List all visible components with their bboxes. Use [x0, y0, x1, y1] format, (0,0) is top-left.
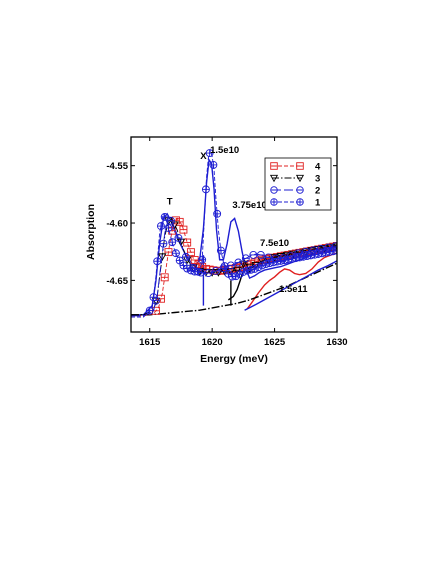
series-1-point: [171, 249, 180, 258]
series-3-point: [157, 253, 167, 262]
series-4-point: [183, 238, 192, 247]
series-2-point: [167, 216, 175, 225]
series-3-point: [214, 269, 223, 277]
legend-marker: [296, 186, 304, 194]
annotations: T X1.5e10 3.75e10 7.5e10 1.5e11: [167, 145, 308, 295]
y-axis-label: Absorption: [85, 204, 97, 260]
series-2-point: [256, 250, 265, 259]
series-1-point: [333, 246, 337, 255]
series-1-point: [205, 149, 214, 158]
legend-marker: [270, 162, 278, 170]
legend-entry-3: 3: [269, 174, 320, 185]
legend-label: 2: [315, 186, 320, 197]
y-tick-label: -4.60: [106, 219, 128, 230]
legend-marker: [270, 186, 278, 194]
series-1-point: [168, 238, 177, 247]
series-2-point: [226, 261, 235, 270]
legend-marker: [269, 174, 279, 183]
series-3-point: [151, 297, 161, 306]
legend-marker: [296, 162, 304, 170]
series-2-point: [204, 269, 213, 277]
plot-frame: [130, 136, 338, 333]
legend-marker: [296, 198, 304, 206]
series-2-point: [174, 233, 183, 242]
series-1-line: [131, 149, 337, 318]
legend-label: 4: [315, 162, 321, 173]
x-tick-label: 1630: [326, 337, 347, 348]
legend-entry-1: 1: [270, 198, 321, 209]
legend-label: 3: [315, 174, 320, 185]
x-axis-label: Energy (meV): [200, 353, 268, 365]
series-4-point: [164, 248, 173, 257]
series-2-point: [211, 267, 220, 275]
measured-series: [131, 149, 337, 318]
series-1-point: [220, 262, 229, 270]
legend-entry-4: 4: [270, 162, 321, 173]
annotation-label: T: [167, 197, 173, 208]
series-2-point: [324, 243, 333, 252]
series-2-point: [316, 245, 325, 253]
series-3-point: [226, 267, 236, 276]
series-4-point: [186, 248, 195, 257]
series-1-point: [160, 212, 169, 221]
series-4-point: [179, 225, 188, 234]
x-axis: 1615 1620 1625 1630: [139, 137, 348, 348]
series-1-point: [145, 306, 154, 315]
x-tick-label: 1615: [139, 337, 161, 348]
series-1-point: [153, 257, 162, 266]
series-2-point: [264, 253, 273, 262]
series-2-point: [309, 246, 318, 255]
annotation-label: 7.5e10: [260, 238, 289, 249]
series-4-point: [160, 273, 169, 282]
legend-box: [264, 157, 332, 211]
series-2-point: [331, 242, 337, 251]
series-2-point: [249, 250, 258, 259]
series-1-point: [149, 293, 158, 302]
series-2-point: [301, 247, 310, 256]
series-2-point: [234, 258, 243, 267]
series-2-point: [181, 252, 190, 261]
x-tick-label: 1620: [202, 337, 223, 348]
annotation-label: X: [200, 151, 207, 162]
y-tick-label: -4.65: [106, 276, 128, 287]
legend-entry-2: 2: [270, 186, 320, 197]
series-1-point: [198, 255, 207, 264]
series-2-point: [241, 254, 250, 263]
annotation-label: 1.5e10: [210, 145, 239, 156]
series-1-point: [209, 160, 218, 169]
y-axis: -4.55 -4.60 -4.65: [106, 161, 337, 287]
y-tick-label: -4.55: [106, 161, 128, 172]
series-1-point: [164, 224, 173, 232]
x-tick-label: 1625: [264, 337, 286, 348]
series-1-point: [216, 246, 225, 255]
series-1-point: [213, 209, 222, 218]
annotation-label: 1.5e11: [279, 284, 308, 295]
calculated-curve-7: [244, 260, 337, 311]
series-3-point: [176, 238, 186, 247]
series-1-point: [157, 222, 165, 231]
legend-marker: [295, 174, 305, 183]
series-1-point: [175, 256, 184, 265]
legend-marker: [270, 198, 278, 206]
series-1-point: [194, 267, 203, 276]
series-2-point: [159, 239, 168, 248]
annotation-label: 3.75e10: [232, 200, 266, 211]
calculated-curve-5: [246, 252, 337, 310]
legend-label: 1: [315, 198, 321, 209]
series-1-point: [201, 185, 210, 194]
